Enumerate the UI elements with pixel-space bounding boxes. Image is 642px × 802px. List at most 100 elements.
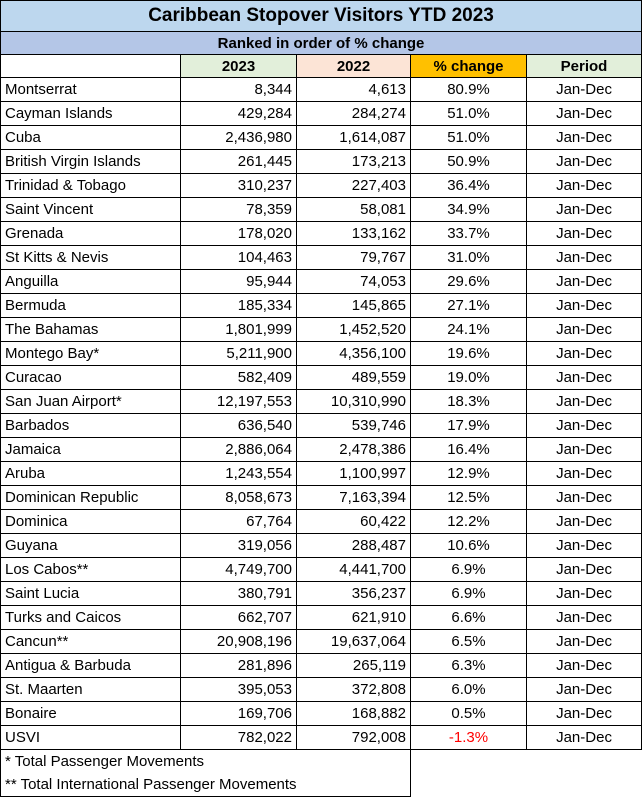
- period-cell: Jan-Dec: [525, 389, 642, 414]
- value-2022-cell: 265,119: [296, 653, 411, 678]
- value-2022-cell: 1,452,520: [296, 317, 411, 342]
- value-2022-cell: 60,422: [296, 509, 411, 534]
- value-2022-cell: 79,767: [296, 245, 411, 270]
- pct-change-cell: 18.3%: [410, 389, 527, 414]
- pct-change-cell: 12.9%: [410, 461, 527, 486]
- table-row: Montserrat 8,344 4,613 80.9% Jan-Dec: [0, 77, 642, 102]
- pct-change-cell: 36.4%: [410, 173, 527, 198]
- location-cell: Trinidad & Tobago: [0, 173, 181, 198]
- pct-change-cell: 19.6%: [410, 341, 527, 366]
- value-2023-cell: 281,896: [180, 653, 297, 678]
- location-cell: St Kitts & Nevis: [0, 245, 181, 270]
- location-cell: Los Cabos**: [0, 557, 181, 582]
- pct-change-cell: 10.6%: [410, 533, 527, 558]
- value-2022-cell: 7,163,394: [296, 485, 411, 510]
- pct-change-cell: 0.5%: [410, 701, 527, 726]
- value-2023-cell: 319,056: [180, 533, 297, 558]
- pct-change-cell: 33.7%: [410, 221, 527, 246]
- value-2022-cell: 74,053: [296, 269, 411, 294]
- period-cell: Jan-Dec: [525, 581, 642, 606]
- period-cell: Jan-Dec: [525, 509, 642, 534]
- value-2022-cell: 58,081: [296, 197, 411, 222]
- table-row: San Juan Airport* 12,197,553 10,310,990 18.…: [0, 389, 642, 414]
- table-row: Montego Bay* 5,211,900 4,356,100 19.6% Jan-D…: [0, 341, 642, 366]
- table-row: British Virgin Islands 261,445 173,213 50.9…: [0, 149, 642, 174]
- table-row: Trinidad & Tobago 310,237 227,403 36.4% Jan-…: [0, 173, 642, 198]
- value-2023-cell: 395,053: [180, 677, 297, 702]
- value-2022-cell: 4,356,100: [296, 341, 411, 366]
- value-2022-cell: 621,910: [296, 605, 411, 630]
- footnote: ** Total International Passenger Movemen…: [0, 773, 411, 797]
- value-2023-cell: 1,243,554: [180, 461, 297, 486]
- period-cell: Jan-Dec: [525, 485, 642, 510]
- table-row: St Kitts & Nevis 104,463 79,767 31.0% Jan-De…: [0, 245, 642, 270]
- period-cell: Jan-Dec: [525, 317, 642, 342]
- pct-change-cell: 31.0%: [410, 245, 527, 270]
- location-cell: The Bahamas: [0, 317, 181, 342]
- period-cell: Jan-Dec: [525, 341, 642, 366]
- value-2023-cell: 5,211,900: [180, 341, 297, 366]
- table-row: USVI 782,022 792,008 -1.3% Jan-Dec: [0, 725, 642, 750]
- table-row: Barbados 636,540 539,746 17.9% Jan-Dec: [0, 413, 642, 438]
- pct-change-cell: 34.9%: [410, 197, 527, 222]
- value-2023-cell: 429,284: [180, 101, 297, 126]
- location-cell: Dominica: [0, 509, 181, 534]
- value-2023-cell: 310,237: [180, 173, 297, 198]
- header-location: [0, 54, 181, 78]
- value-2023-cell: 261,445: [180, 149, 297, 174]
- table-row: Dominican Republic 8,058,673 7,163,394 12.5…: [0, 485, 642, 510]
- value-2023-cell: 95,944: [180, 269, 297, 294]
- period-cell: Jan-Dec: [525, 437, 642, 462]
- location-cell: Cancun**: [0, 629, 181, 654]
- value-2023-cell: 169,706: [180, 701, 297, 726]
- period-cell: Jan-Dec: [525, 701, 642, 726]
- table-row: Cuba 2,436,980 1,614,087 51.0% Jan-Dec: [0, 125, 642, 150]
- pct-change-cell: 12.5%: [410, 485, 527, 510]
- pct-change-cell: 6.9%: [410, 557, 527, 582]
- period-cell: Jan-Dec: [525, 557, 642, 582]
- table-row: Cayman Islands 429,284 284,274 51.0% Jan-Dec: [0, 101, 642, 126]
- period-cell: Jan-Dec: [525, 221, 642, 246]
- table-row: Bonaire 169,706 168,882 0.5% Jan-Dec: [0, 701, 642, 726]
- period-cell: Jan-Dec: [525, 77, 642, 102]
- location-cell: Montserrat: [0, 77, 181, 102]
- table-row: Cancun** 20,908,196 19,637,064 6.5% Jan-Dec: [0, 629, 642, 654]
- location-cell: Antigua & Barbuda: [0, 653, 181, 678]
- period-cell: Jan-Dec: [525, 197, 642, 222]
- value-2022-cell: 2,478,386: [296, 437, 411, 462]
- value-2022-cell: 356,237: [296, 581, 411, 606]
- pct-change-cell: 51.0%: [410, 125, 527, 150]
- location-cell: Jamaica: [0, 437, 181, 462]
- table-row: Los Cabos** 4,749,700 4,441,700 6.9% Jan-Dec: [0, 557, 642, 582]
- pct-change-cell: 6.5%: [410, 629, 527, 654]
- value-2023-cell: 582,409: [180, 365, 297, 390]
- table-row: Antigua & Barbuda 281,896 265,119 6.3% Jan-D…: [0, 653, 642, 678]
- value-2023-cell: 2,436,980: [180, 125, 297, 150]
- period-cell: Jan-Dec: [525, 461, 642, 486]
- pct-change-cell: 17.9%: [410, 413, 527, 438]
- value-2022-cell: 4,613: [296, 77, 411, 102]
- header-row: 2023 2022 % change Period: [0, 54, 642, 78]
- period-cell: Jan-Dec: [525, 101, 642, 126]
- pct-change-cell: 24.1%: [410, 317, 527, 342]
- pct-change-cell: 6.6%: [410, 605, 527, 630]
- pct-change-cell: 6.3%: [410, 653, 527, 678]
- location-cell: Saint Vincent: [0, 197, 181, 222]
- value-2022-cell: 1,100,997: [296, 461, 411, 486]
- table-row: Turks and Caicos 662,707 621,910 6.6% Jan-De…: [0, 605, 642, 630]
- location-cell: Cuba: [0, 125, 181, 150]
- value-2023-cell: 662,707: [180, 605, 297, 630]
- table-subtitle: Ranked in order of % change: [0, 31, 642, 55]
- period-cell: Jan-Dec: [525, 725, 642, 750]
- footnote-blank: [411, 750, 642, 774]
- value-2022-cell: 284,274: [296, 101, 411, 126]
- value-2023-cell: 8,344: [180, 77, 297, 102]
- table-row: Jamaica 2,886,064 2,478,386 16.4% Jan-Dec: [0, 437, 642, 462]
- value-2023-cell: 104,463: [180, 245, 297, 270]
- value-2023-cell: 178,020: [180, 221, 297, 246]
- period-cell: Jan-Dec: [525, 533, 642, 558]
- location-cell: Montego Bay*: [0, 341, 181, 366]
- subtitle-row: Ranked in order of % change: [0, 31, 642, 55]
- value-2023-cell: 380,791: [180, 581, 297, 606]
- pct-change-cell: 19.0%: [410, 365, 527, 390]
